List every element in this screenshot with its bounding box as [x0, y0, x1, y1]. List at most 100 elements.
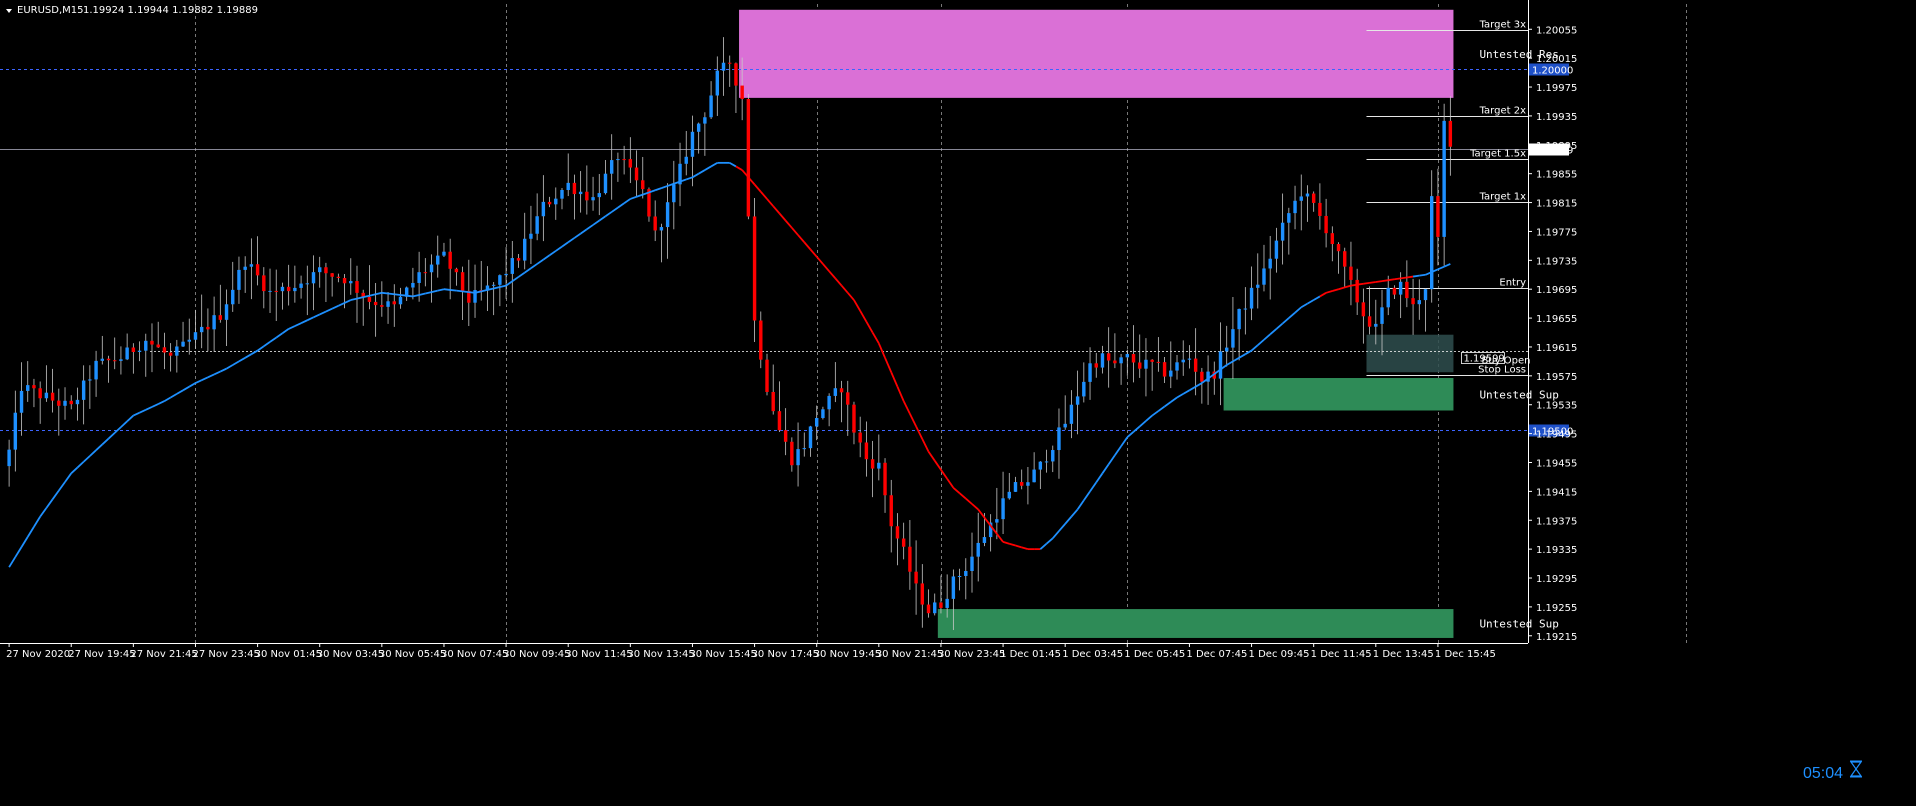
candle-body: [982, 537, 987, 543]
candle-body: [404, 287, 409, 297]
candle-body: [523, 238, 527, 261]
candle-body: [361, 292, 365, 298]
candle-body: [237, 269, 241, 290]
trade-level-label: Target 3x: [1479, 20, 1526, 31]
ema-segment: [1064, 516, 1073, 525]
candle-body: [38, 388, 42, 399]
ema-segment: [1344, 284, 1352, 289]
candle-body: [1417, 300, 1421, 305]
candle-body: [1324, 215, 1328, 234]
ema-segment: [238, 357, 246, 363]
entry-price-text: 1.19599: [1463, 354, 1504, 365]
ema-segment: [176, 389, 184, 395]
ema-segment: [1201, 377, 1209, 384]
ema-segment: [1139, 420, 1147, 428]
ema-segment: [1083, 490, 1091, 501]
ema-segment: [226, 364, 234, 370]
candle-body: [125, 347, 129, 360]
ema-segment: [890, 371, 899, 388]
ema-segment: [1232, 357, 1240, 363]
candle-body: [728, 62, 732, 64]
candle-body: [63, 400, 67, 406]
zone-rect: [739, 9, 1454, 98]
candle-body: [1094, 363, 1098, 368]
ema-segment: [673, 180, 681, 185]
candle-body: [1113, 360, 1117, 364]
y-tick-label: 1.19255: [1536, 603, 1577, 614]
candle-body: [870, 459, 875, 469]
ema-segment: [630, 195, 637, 200]
candle-body: [1430, 196, 1434, 290]
zone-label: Untested Sup: [1479, 618, 1558, 631]
ema-segment: [1226, 360, 1234, 366]
ema-segment: [710, 162, 718, 168]
ema-segment: [505, 280, 513, 287]
candle-body: [1330, 233, 1335, 245]
ema-segment: [219, 367, 227, 373]
ema-segment: [182, 385, 190, 392]
ema-segment: [145, 406, 153, 411]
candle-body: [1187, 358, 1192, 360]
y-tick-label: 1.19215: [1536, 632, 1577, 643]
candle-body: [603, 173, 608, 194]
y-tick-label: 1.19295: [1536, 574, 1577, 585]
price-tag-text: 1.19500: [1532, 427, 1573, 438]
ohlc-label: 1.19924 1.19944 1.19882 1.19889: [83, 5, 258, 16]
candle-body: [187, 339, 191, 342]
y-tick-label: 1.19975: [1536, 83, 1577, 94]
ema-segment: [8, 556, 17, 568]
ema-segment: [1332, 288, 1339, 292]
candle-body: [734, 63, 738, 86]
ema-segment: [784, 220, 793, 229]
candle-body: [1280, 222, 1285, 241]
ema-segment: [132, 411, 140, 417]
candle-body: [113, 360, 117, 362]
ema-segment: [977, 508, 986, 519]
ema-segment: [636, 193, 644, 198]
ema-segment: [1294, 306, 1302, 314]
y-tick-label: 1.19455: [1536, 458, 1577, 469]
candle-body: [330, 273, 334, 277]
candle-body: [1051, 450, 1055, 462]
ema-segment: [101, 438, 110, 446]
candle-body: [864, 442, 869, 460]
candle-body: [1361, 302, 1366, 317]
candle-body: [498, 275, 502, 285]
candle-body: [262, 275, 266, 292]
trade-level-label: Target 2x: [1479, 106, 1526, 117]
ema-segment: [661, 185, 668, 189]
candle-body: [566, 182, 570, 190]
ema-segment: [207, 373, 215, 379]
ema-segment: [26, 526, 35, 538]
candle-body: [547, 201, 552, 205]
ema-segment: [487, 287, 494, 291]
ema-segment: [1107, 454, 1116, 465]
ema-segment: [927, 451, 936, 462]
candle-body: [715, 70, 720, 96]
candle-body: [429, 264, 434, 273]
candle-body: [802, 448, 806, 450]
candle-body: [920, 583, 925, 605]
candle-body: [988, 522, 993, 538]
ema-segment: [1145, 414, 1153, 422]
candle-body: [1082, 381, 1086, 397]
y-tick-label: 1.19535: [1536, 401, 1577, 412]
candle-body: [175, 346, 179, 356]
candle-body: [311, 272, 316, 284]
ema-segment: [406, 294, 414, 298]
current-price-tag: [1529, 143, 1569, 156]
menu-triangle-icon[interactable]: [6, 9, 12, 13]
y-tick-label: 1.19855: [1536, 170, 1577, 181]
ema-segment: [996, 533, 1004, 543]
candle-body: [1063, 423, 1067, 428]
candle-body: [1193, 358, 1198, 372]
ema-segment: [39, 507, 48, 518]
candle-body: [659, 227, 664, 231]
candle-body: [336, 276, 341, 278]
ema-segment: [1002, 541, 1010, 545]
candle-body: [243, 266, 247, 270]
candle-body: [634, 167, 639, 181]
ema-segment: [648, 189, 656, 194]
